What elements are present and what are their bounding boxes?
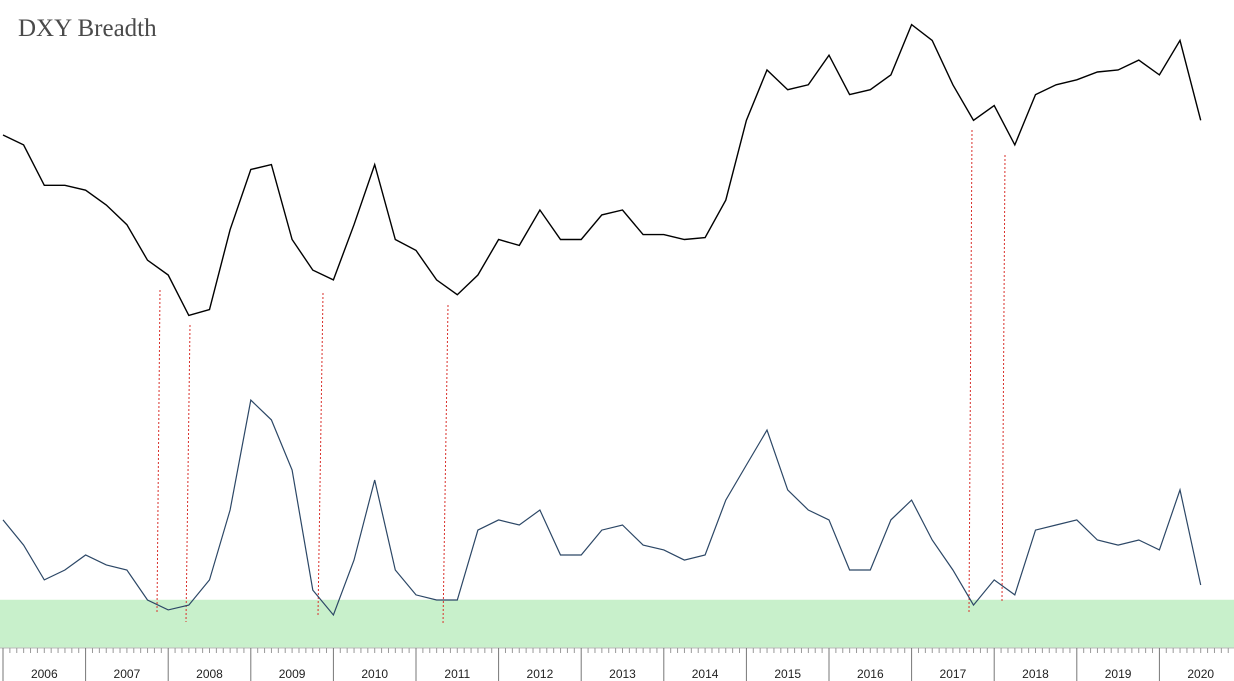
connector [156, 289, 161, 613]
x-tick-label: 2019 [1105, 667, 1132, 681]
x-tick-label: 2010 [361, 667, 388, 681]
series-line [2, 398, 1202, 617]
connector [442, 304, 449, 626]
x-tick-label: 2017 [940, 667, 967, 681]
x-tick-label: 2014 [692, 667, 719, 681]
x-tick-label: 2008 [196, 667, 223, 681]
zones [0, 599, 1234, 648]
chart-title: DXY Breadth [18, 15, 157, 42]
dashed-connectors [156, 129, 1006, 626]
series-line [2, 23, 1202, 317]
x-tick-label: 2016 [857, 667, 884, 681]
x-tick-label: 2020 [1187, 667, 1214, 681]
connector [1001, 154, 1006, 603]
connector [317, 292, 324, 616]
x-tick-label: 2015 [774, 667, 801, 681]
x-tick-label: 2006 [31, 667, 58, 681]
x-tick-label: 2018 [1022, 667, 1049, 681]
connector [968, 129, 973, 613]
x-tick-label: 2009 [279, 667, 306, 681]
connector [185, 324, 191, 623]
zone [0, 599, 1234, 648]
x-tick-label: 2011 [444, 667, 470, 681]
x-tick-label: 2007 [114, 667, 141, 681]
x-tick-label: 2012 [527, 667, 554, 681]
x-tick-label: 2013 [609, 667, 636, 681]
